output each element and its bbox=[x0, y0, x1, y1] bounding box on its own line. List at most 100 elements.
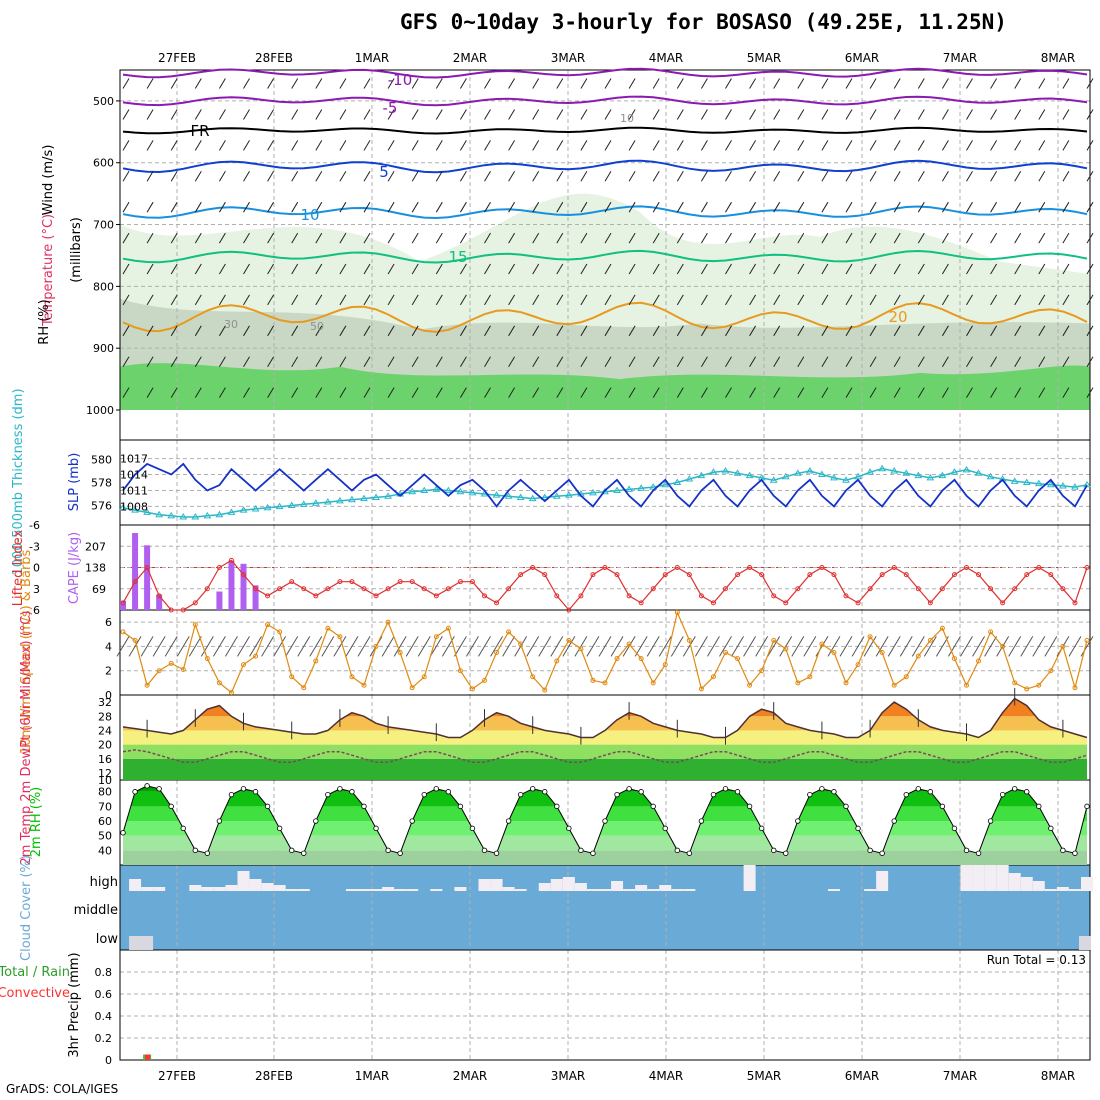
wind-speed-point bbox=[313, 658, 319, 664]
wind-barb bbox=[243, 78, 250, 89]
lifted-index-point bbox=[168, 607, 174, 613]
lifted-index-line bbox=[122, 559, 1088, 611]
lifted-index-point bbox=[325, 586, 331, 592]
rh-axis-label-part: RH (%) bbox=[37, 299, 52, 344]
lifted-index-point bbox=[988, 586, 994, 592]
temp-contour-minus5 bbox=[122, 95, 1088, 107]
date-label-bottom: 3MAR bbox=[551, 1069, 586, 1083]
wind-speed-point bbox=[253, 653, 259, 659]
dewpoint-line bbox=[122, 749, 1088, 764]
temp-band bbox=[123, 744, 1087, 759]
cloud-bar-high bbox=[261, 883, 274, 891]
cloud-level-label: middle bbox=[74, 903, 118, 918]
wind-barb bbox=[869, 201, 877, 213]
rh-contour-label: 10 bbox=[620, 112, 634, 125]
wind-barb bbox=[652, 356, 660, 367]
wind-barb bbox=[628, 356, 636, 367]
cloud-bar-high bbox=[129, 879, 142, 891]
surface-wind-barb bbox=[429, 636, 443, 657]
surface-wind-barb bbox=[297, 636, 311, 657]
wind-barb bbox=[363, 387, 371, 398]
wind-speed-point bbox=[542, 687, 548, 693]
wind-barb bbox=[1062, 140, 1070, 151]
wind-barb bbox=[580, 325, 588, 337]
wind-axis-label: Wind (m/s) bbox=[41, 145, 56, 216]
wind-speed-point bbox=[349, 674, 355, 680]
wind-barb bbox=[532, 201, 540, 213]
rh-point bbox=[168, 803, 174, 810]
wind-barb bbox=[387, 201, 395, 213]
thickness-point bbox=[215, 510, 224, 518]
wind-barb bbox=[556, 232, 564, 244]
wind-speed-point bbox=[277, 629, 283, 635]
wind-barb bbox=[845, 140, 853, 151]
wind-barb bbox=[652, 140, 660, 151]
wind-barb bbox=[749, 325, 757, 337]
wind-barb bbox=[243, 201, 250, 213]
surface-wind-barb bbox=[586, 636, 600, 657]
wind-barb bbox=[604, 232, 612, 244]
thickness-point bbox=[818, 470, 826, 477]
wind-barb bbox=[604, 294, 612, 306]
pressure-tick-label: 600 bbox=[93, 157, 114, 170]
surface-wind-barb bbox=[128, 636, 142, 657]
wind-barb bbox=[821, 263, 829, 275]
slp-tick-label: 1008 bbox=[120, 500, 148, 513]
wind-barb bbox=[194, 325, 202, 337]
wind-barb bbox=[797, 387, 805, 398]
cape-bar bbox=[216, 591, 223, 610]
wind-speed-point bbox=[735, 656, 741, 662]
cape-axis-label: CAPE (J/kg) bbox=[67, 532, 82, 604]
lifted-index-point bbox=[590, 572, 596, 578]
wind-barb bbox=[291, 325, 299, 337]
temp-tick-label: 16 bbox=[98, 753, 112, 766]
wind-barb bbox=[435, 78, 443, 89]
wind-barb bbox=[508, 325, 516, 337]
wind-barb bbox=[146, 232, 154, 244]
thickness-point bbox=[468, 488, 477, 496]
wind-barb bbox=[484, 140, 491, 151]
wind-barb bbox=[725, 201, 732, 213]
wind-barb bbox=[387, 263, 395, 275]
wind-barb bbox=[797, 263, 805, 275]
thickness-point bbox=[348, 495, 356, 503]
wind-barb bbox=[556, 387, 564, 398]
wind-barb bbox=[725, 387, 732, 398]
surface-wind-barb bbox=[972, 636, 985, 657]
thickness-point bbox=[323, 498, 332, 505]
wind-barb bbox=[966, 201, 973, 213]
date-label-bottom: 6MAR bbox=[845, 1069, 880, 1083]
rh-point bbox=[975, 850, 982, 856]
thickness-point bbox=[1022, 478, 1031, 485]
lifted-index-point bbox=[421, 586, 427, 592]
rh-point bbox=[674, 847, 680, 854]
cloud-bar-high bbox=[1081, 877, 1093, 891]
wind-barb bbox=[628, 232, 636, 244]
wind-speed-point bbox=[120, 629, 126, 635]
wind-barb bbox=[628, 171, 636, 182]
wind-barb bbox=[773, 356, 781, 367]
rh-point bbox=[409, 818, 415, 824]
thickness-point bbox=[504, 492, 513, 499]
wind-barb bbox=[556, 140, 564, 151]
wind-barb bbox=[676, 387, 684, 398]
wind-barb bbox=[990, 263, 998, 275]
wind-barb bbox=[966, 356, 973, 367]
thickness-point bbox=[287, 501, 296, 508]
wind-barb bbox=[291, 201, 299, 213]
precip-frame bbox=[119, 949, 1091, 1061]
wind-speed-point bbox=[132, 637, 138, 643]
surface-wind-barb bbox=[212, 636, 226, 657]
wind-barb bbox=[508, 232, 516, 244]
lifted-index-point bbox=[132, 579, 138, 585]
cape-tick-label: 138 bbox=[85, 562, 106, 575]
wind-barb bbox=[435, 171, 443, 182]
wind-barb bbox=[1062, 387, 1070, 398]
wind-barb bbox=[122, 201, 130, 213]
wind-barb bbox=[218, 356, 226, 367]
surface-wind-barb bbox=[273, 636, 287, 657]
wind-barb bbox=[990, 201, 998, 213]
wind-barb bbox=[966, 109, 973, 120]
wind-barb bbox=[556, 263, 564, 275]
wind-barb bbox=[869, 263, 877, 275]
